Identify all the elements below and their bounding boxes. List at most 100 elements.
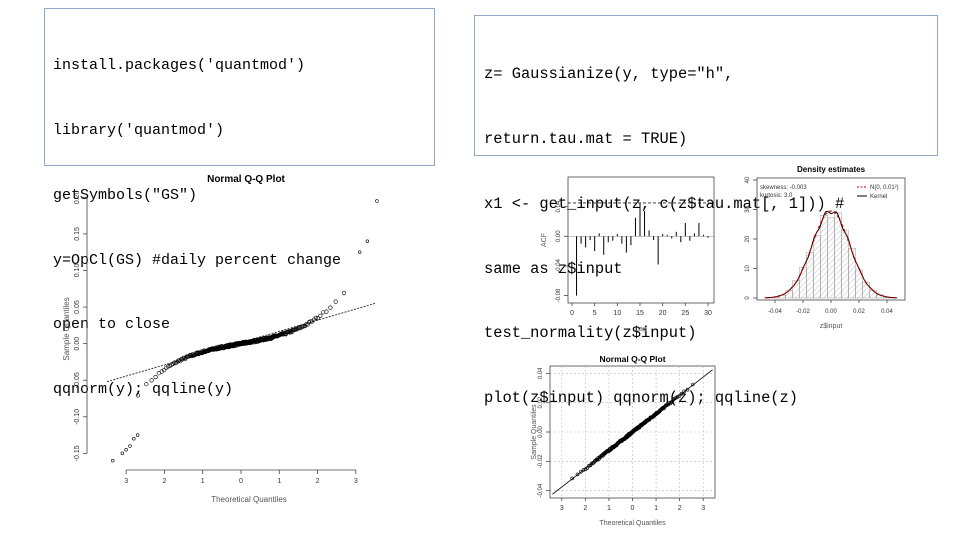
qq-tail-point <box>120 451 125 456</box>
x-tick-label: 2 <box>583 505 587 512</box>
legend-label-normal: N(0, 0.01²) <box>870 185 899 191</box>
y-tick-label: 0.02 <box>538 396 544 408</box>
qq-point <box>165 364 171 369</box>
qq-point <box>341 290 347 295</box>
qq-point <box>159 369 164 374</box>
histogram-bar <box>834 212 842 299</box>
qq-point <box>333 299 338 304</box>
qq-point <box>297 325 302 330</box>
x-tick-label: 20 <box>659 310 667 317</box>
qq-tail-point <box>124 448 128 452</box>
code-line: z= Gaussianize(y, type="h", <box>484 65 734 84</box>
x-tick-label: -0.04 <box>768 309 782 315</box>
x-axis-label: z$input <box>820 323 843 330</box>
x-tick-label: 1 <box>277 478 281 485</box>
x-tick-label: 0.02 <box>853 309 865 315</box>
qq-point <box>161 368 167 373</box>
histogram-bar <box>799 267 807 299</box>
qq-point <box>304 322 309 327</box>
qq-point <box>579 469 583 474</box>
qq-point <box>135 393 141 398</box>
code-line: getSymbols("GS") <box>53 186 198 204</box>
qq-tail-point <box>132 437 136 441</box>
y-axis-label: ACF <box>541 233 548 247</box>
code-line: install.packages('quantmod') <box>53 57 306 75</box>
qq-point <box>575 472 580 477</box>
qq-point <box>581 468 586 472</box>
annotation-skewness: skewness: -0.003 <box>760 185 807 191</box>
x-tick-label: 30 <box>704 310 712 317</box>
y-tick-label: 0.15 <box>74 227 81 241</box>
qq-tail-point <box>128 444 132 448</box>
qq-point <box>677 394 682 398</box>
qq-point <box>292 327 297 332</box>
x-tick-label: 3 <box>354 478 358 485</box>
qq-point <box>679 391 684 396</box>
qq-point <box>190 352 195 357</box>
y-tick-label: 10 <box>745 265 751 272</box>
qq-point <box>149 378 154 383</box>
code-line: same as z$input <box>484 259 623 278</box>
qq-tail-point <box>365 239 370 243</box>
histogram-bar <box>813 235 821 299</box>
code-block-left: install.packages('quantmod') library('qu… <box>44 8 435 398</box>
y-tick-label: 0.00 <box>74 337 81 351</box>
x-tick-label: 10 <box>613 310 621 317</box>
annotation-kurtosis: kurtosis: 3.0 <box>760 193 793 199</box>
histogram-bar <box>848 248 856 299</box>
qq-point <box>315 316 321 321</box>
y-tick-label: 30 <box>745 206 751 213</box>
qq-point <box>691 382 695 387</box>
qq-point <box>313 315 318 320</box>
qq-point <box>308 319 313 324</box>
qq-reference-line <box>552 369 713 495</box>
histogram-bar <box>785 290 793 299</box>
y-tick-label: 0.10 <box>74 264 81 278</box>
code-line: return.tau.mat = TRUE) <box>484 129 688 148</box>
x-tick-label: 15 <box>636 310 644 317</box>
plot-frame <box>567 176 715 304</box>
code-line: library('quantmod') <box>53 121 225 139</box>
qq-tail-point <box>135 433 140 437</box>
code-line: open to close <box>53 316 171 334</box>
y-tick-label: -0.04 <box>556 258 562 272</box>
code-line: y=OpCl(GS) #daily percent change <box>53 251 342 269</box>
qq-point <box>321 310 326 315</box>
x-tick-label: 0 <box>631 505 635 512</box>
x-tick-label: 0.04 <box>881 309 893 315</box>
x-tick-label: 3 <box>124 478 128 485</box>
chart-title: Normal Q-Q Plot <box>599 354 665 364</box>
qq-point <box>153 374 158 380</box>
x-tick-label: 25 <box>681 310 689 317</box>
x-tick-label: -0.02 <box>796 309 810 315</box>
x-tick-label: 1 <box>607 505 611 512</box>
qq-plot-original: Normal Q-Q Plot -0.15 -0.10 -0.05 0.00 0.05 0.… <box>62 174 379 504</box>
legend-label-kernel: Kernel <box>870 194 887 200</box>
acf-plot: -0.08 -0.04 0.00 0.04 ACF 0 5 10 15 20 25 30 Lag <box>541 176 715 333</box>
x-tick-label: 0 <box>239 478 243 485</box>
qq-point <box>173 361 178 366</box>
code-line: qqnorm(y); qqline(y) <box>53 381 234 399</box>
qq-point <box>682 389 686 394</box>
qq-tail-point <box>357 250 362 254</box>
code-line: test_normality(z$input) <box>484 324 697 343</box>
y-tick-label: 0.00 <box>538 426 544 438</box>
qq-point <box>570 476 575 481</box>
y-axis-label: Sample Quantiles <box>62 297 71 360</box>
qq-point <box>318 313 323 318</box>
x-tick-label: 0 <box>570 310 574 317</box>
y-axis-label: Sample Quantiles <box>531 404 538 460</box>
x-tick-label: 1 <box>201 478 205 485</box>
qq-tail-point <box>111 458 115 463</box>
code-line: x1 <- get_input(z, c(z$tau.mat[, 1])) # <box>484 194 845 213</box>
chart-title: Density estimates <box>797 165 866 174</box>
chart-title: Normal Q-Q Plot <box>207 174 285 185</box>
histogram-bar <box>827 217 835 299</box>
y-tick-label: 0.04 <box>538 367 544 379</box>
x-tick-label: 1 <box>654 505 658 512</box>
y-tick-label: 0.04 <box>556 200 562 212</box>
normal-curve <box>765 210 897 299</box>
x-tick-label: 0.00 <box>825 309 837 315</box>
qq-point <box>324 309 329 314</box>
y-tick-label: -0.15 <box>74 445 81 461</box>
